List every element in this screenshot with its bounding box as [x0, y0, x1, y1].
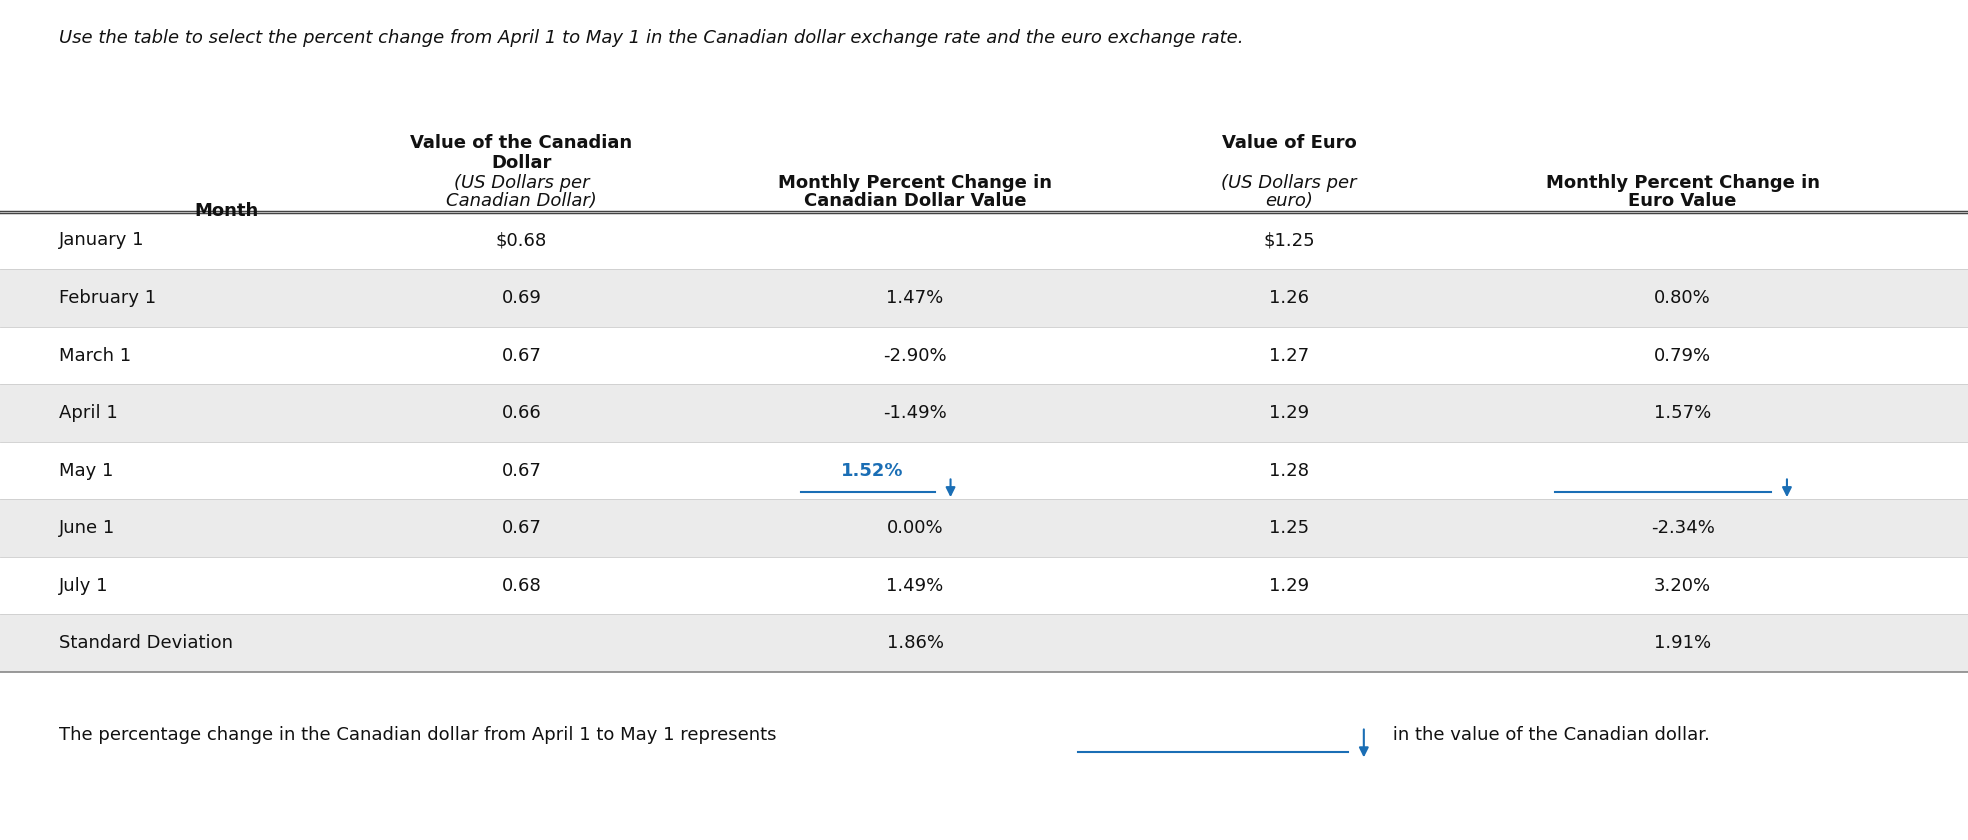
- Text: -2.90%: -2.90%: [884, 347, 947, 365]
- Text: $0.68: $0.68: [496, 232, 547, 249]
- Bar: [0, 499, 1968, 557]
- Text: 1.57%: 1.57%: [1653, 404, 1712, 422]
- Bar: [0, 557, 1968, 615]
- Text: 0.67: 0.67: [502, 519, 541, 537]
- Text: Canadian Dollar): Canadian Dollar): [447, 192, 596, 210]
- Text: Standard Deviation: Standard Deviation: [59, 634, 232, 652]
- Text: 0.66: 0.66: [502, 404, 541, 422]
- Text: May 1: May 1: [59, 462, 114, 480]
- Text: Canadian Dollar Value: Canadian Dollar Value: [803, 192, 1027, 210]
- Text: 1.52%: 1.52%: [840, 462, 903, 480]
- Bar: [0, 442, 1968, 499]
- Text: 1.49%: 1.49%: [886, 577, 945, 595]
- Text: 1.27: 1.27: [1269, 347, 1309, 365]
- Text: January 1: January 1: [59, 232, 144, 249]
- Bar: [0, 212, 1968, 269]
- Bar: [0, 327, 1968, 385]
- Text: in the value of the Canadian dollar.: in the value of the Canadian dollar.: [1387, 726, 1710, 744]
- Text: Value of the Canadian: Value of the Canadian: [411, 134, 632, 152]
- Text: 0.69: 0.69: [502, 289, 541, 307]
- Text: Monthly Percent Change in: Monthly Percent Change in: [1545, 174, 1820, 192]
- Text: 1.28: 1.28: [1269, 462, 1309, 480]
- Text: 1.29: 1.29: [1269, 404, 1309, 422]
- Text: 1.47%: 1.47%: [886, 289, 945, 307]
- Text: 3.20%: 3.20%: [1653, 577, 1712, 595]
- Text: March 1: March 1: [59, 347, 132, 365]
- Text: Use the table to select the percent change from April 1 to May 1 in the Canadian: Use the table to select the percent chan…: [59, 29, 1244, 47]
- Text: Value of Euro: Value of Euro: [1222, 134, 1356, 152]
- Text: 0.68: 0.68: [502, 577, 541, 595]
- Text: 1.91%: 1.91%: [1653, 634, 1712, 652]
- Text: -2.34%: -2.34%: [1651, 519, 1714, 537]
- Text: 0.67: 0.67: [502, 462, 541, 480]
- Text: June 1: June 1: [59, 519, 116, 537]
- Text: Month: Month: [195, 202, 258, 219]
- Text: April 1: April 1: [59, 404, 118, 422]
- Text: euro): euro): [1265, 192, 1313, 210]
- Text: 1.29: 1.29: [1269, 577, 1309, 595]
- Text: 1.25: 1.25: [1269, 519, 1309, 537]
- Text: 0.80%: 0.80%: [1655, 289, 1710, 307]
- Text: Dollar: Dollar: [492, 154, 551, 171]
- Text: (US Dollars per: (US Dollars per: [455, 174, 588, 192]
- Text: February 1: February 1: [59, 289, 155, 307]
- Text: $1.25: $1.25: [1263, 232, 1315, 249]
- Text: 0.79%: 0.79%: [1653, 347, 1712, 365]
- Text: 1.26: 1.26: [1269, 289, 1309, 307]
- Text: The percentage change in the Canadian dollar from April 1 to May 1 represents: The percentage change in the Canadian do…: [59, 726, 777, 744]
- Text: Monthly Percent Change in: Monthly Percent Change in: [777, 174, 1053, 192]
- Text: July 1: July 1: [59, 577, 108, 595]
- Bar: [0, 615, 1968, 672]
- Text: 1.86%: 1.86%: [888, 634, 943, 652]
- Text: -1.49%: -1.49%: [884, 404, 947, 422]
- Bar: [0, 385, 1968, 442]
- Text: 0.00%: 0.00%: [888, 519, 943, 537]
- Text: Euro Value: Euro Value: [1628, 192, 1738, 210]
- Text: (US Dollars per: (US Dollars per: [1222, 174, 1356, 192]
- Bar: [0, 270, 1968, 327]
- Text: 0.67: 0.67: [502, 347, 541, 365]
